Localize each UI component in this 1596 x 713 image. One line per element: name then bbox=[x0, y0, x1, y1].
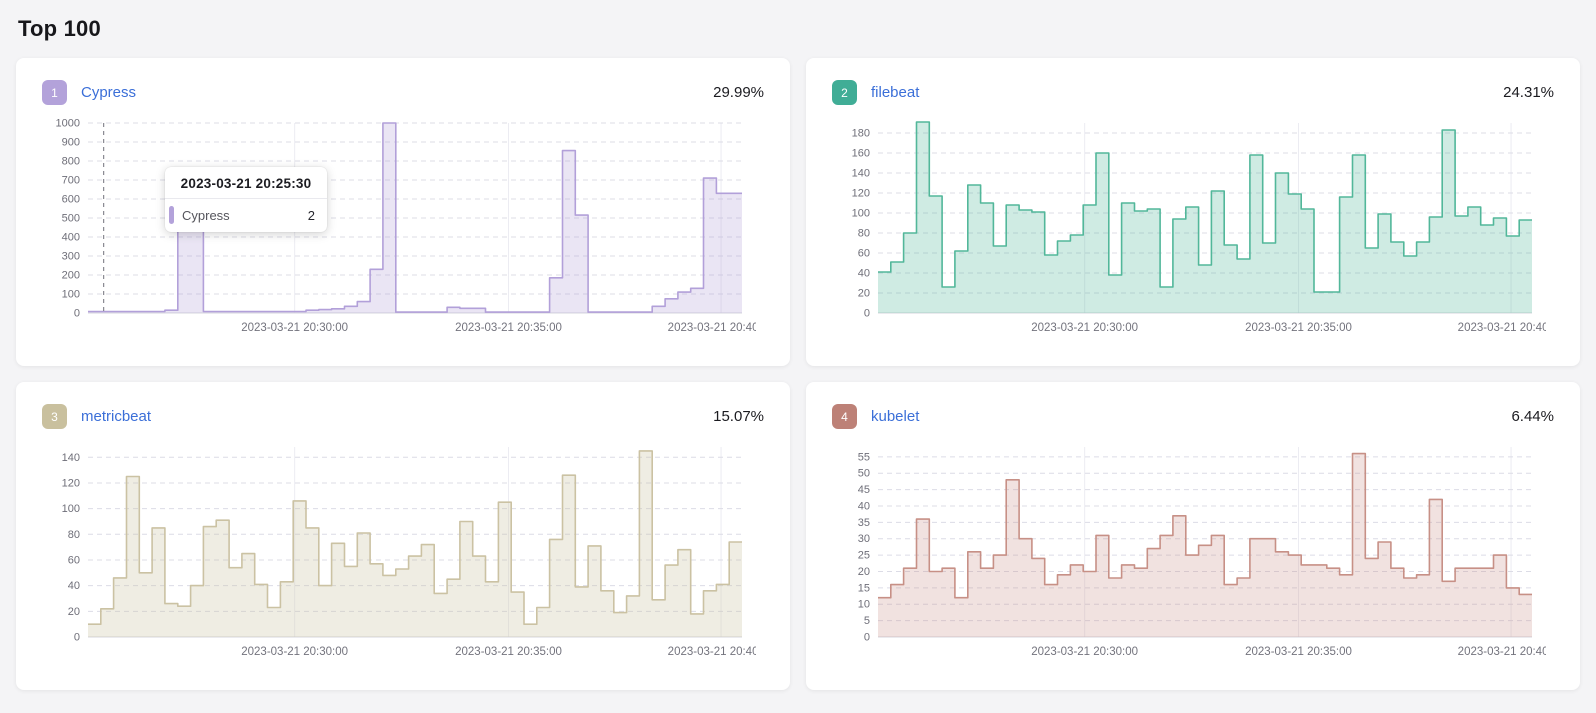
series-link-metricbeat[interactable]: metricbeat bbox=[81, 408, 152, 425]
svg-text:25: 25 bbox=[858, 550, 870, 562]
svg-text:0: 0 bbox=[864, 632, 870, 644]
rank-badge: 4 bbox=[832, 404, 857, 429]
svg-text:40: 40 bbox=[858, 500, 870, 512]
svg-text:160: 160 bbox=[852, 148, 870, 160]
kubelet-chart-svg[interactable]: 0 5 10 15 20 25 30 35 40 45 50 55 2023-03-21 20:30:0… bbox=[830, 439, 1546, 663]
svg-text:20: 20 bbox=[858, 566, 870, 578]
chart-area[interactable]: 0 5 10 15 20 25 30 35 40 45 50 55 2023-03-21 20:30:0… bbox=[830, 439, 1556, 663]
tooltip-timestamp: 2023-03-21 20:25:30 bbox=[165, 174, 327, 199]
svg-text:200: 200 bbox=[62, 270, 80, 282]
chart-area[interactable]: 0 20 40 60 80 100 120 140 2023-03-21 20:30:00 202… bbox=[40, 439, 766, 663]
svg-text:2023-03-21 20:30:00: 2023-03-21 20:30:00 bbox=[241, 322, 348, 334]
tooltip-series-row: Cypress 2 bbox=[165, 199, 327, 226]
svg-text:100: 100 bbox=[852, 208, 870, 220]
svg-text:140: 140 bbox=[852, 168, 870, 180]
rank-badge: 3 bbox=[42, 404, 67, 429]
svg-text:20: 20 bbox=[68, 606, 80, 618]
percent-value: 24.31% bbox=[1503, 84, 1554, 101]
svg-text:900: 900 bbox=[62, 137, 80, 149]
metricbeat-chart-svg[interactable]: 0 20 40 60 80 100 120 140 2023-03-21 20:30:00 202… bbox=[40, 439, 756, 663]
tooltip-series-name: Cypress bbox=[182, 207, 230, 223]
svg-text:100: 100 bbox=[62, 503, 80, 515]
svg-text:180: 180 bbox=[852, 128, 870, 140]
chart-area[interactable]: 0 100 200 300 400 500 600 700 800 900 1000 2023-03-… bbox=[40, 115, 766, 339]
svg-text:500: 500 bbox=[62, 213, 80, 225]
svg-text:80: 80 bbox=[68, 529, 80, 541]
card-header: 2 filebeat 24.31% bbox=[832, 80, 1554, 105]
svg-text:600: 600 bbox=[62, 194, 80, 206]
svg-text:5: 5 bbox=[864, 615, 870, 627]
card-header: 1 Cypress 29.99% bbox=[42, 80, 764, 105]
svg-text:800: 800 bbox=[62, 156, 80, 168]
page-title: Top 100 bbox=[18, 16, 101, 41]
svg-text:0: 0 bbox=[74, 632, 80, 644]
svg-text:2023-03-21 20:30:00: 2023-03-21 20:30:00 bbox=[241, 646, 348, 658]
card-header: 3 metricbeat 15.07% bbox=[42, 404, 764, 429]
percent-value: 29.99% bbox=[713, 84, 764, 101]
svg-text:55: 55 bbox=[858, 451, 870, 463]
svg-text:2023-03-21 20:40:00: 2023-03-21 20:40:00 bbox=[1458, 322, 1546, 334]
svg-text:40: 40 bbox=[858, 268, 870, 280]
tooltip-series-value: 2 bbox=[307, 207, 315, 223]
series-link-filebeat[interactable]: filebeat bbox=[871, 84, 920, 101]
svg-text:2023-03-21 20:35:00: 2023-03-21 20:35:00 bbox=[1245, 646, 1352, 658]
svg-text:10: 10 bbox=[858, 599, 870, 611]
svg-text:2023-03-21 20:30:00: 2023-03-21 20:30:00 bbox=[1031, 322, 1138, 334]
card-header: 4 kubelet 6.44% bbox=[832, 404, 1554, 429]
chart-tooltip: 2023-03-21 20:25:30 Cypress 2 bbox=[165, 167, 327, 232]
svg-text:40: 40 bbox=[68, 580, 80, 592]
svg-text:20: 20 bbox=[858, 288, 870, 300]
svg-text:2023-03-21 20:40:00: 2023-03-21 20:40:00 bbox=[668, 322, 756, 334]
percent-value: 15.07% bbox=[713, 408, 764, 425]
svg-text:1000: 1000 bbox=[56, 118, 80, 130]
rank-badge: 1 bbox=[42, 80, 67, 105]
svg-text:15: 15 bbox=[858, 582, 870, 594]
svg-text:45: 45 bbox=[858, 484, 870, 496]
svg-text:140: 140 bbox=[62, 452, 80, 464]
svg-text:60: 60 bbox=[858, 248, 870, 260]
svg-text:2023-03-21 20:40:00: 2023-03-21 20:40:00 bbox=[668, 646, 756, 658]
svg-text:35: 35 bbox=[858, 517, 870, 529]
chart-card-metricbeat: 3 metricbeat 15.07% 0 20 40 60 80 100 120 140 20… bbox=[16, 382, 790, 690]
svg-text:0: 0 bbox=[864, 308, 870, 320]
svg-text:120: 120 bbox=[62, 477, 80, 489]
svg-text:30: 30 bbox=[858, 533, 870, 545]
svg-text:300: 300 bbox=[62, 251, 80, 263]
chart-card-cypress: 1 Cypress 29.99% 0 100 200 300 400 500 600 700 8… bbox=[16, 58, 790, 366]
series-link-cypress[interactable]: Cypress bbox=[81, 84, 137, 101]
svg-text:700: 700 bbox=[62, 175, 80, 187]
svg-text:100: 100 bbox=[62, 289, 80, 301]
svg-text:2023-03-21 20:40:00: 2023-03-21 20:40:00 bbox=[1458, 646, 1546, 658]
chart-card-filebeat: 2 filebeat 24.31% 0 20 40 60 80 100 120 140 160 1… bbox=[806, 58, 1580, 366]
svg-text:2023-03-21 20:30:00: 2023-03-21 20:30:00 bbox=[1031, 646, 1138, 658]
filebeat-chart-svg[interactable]: 0 20 40 60 80 100 120 140 160 180 2023-03-21 20:30… bbox=[830, 115, 1546, 339]
percent-value: 6.44% bbox=[1511, 408, 1554, 425]
svg-text:400: 400 bbox=[62, 232, 80, 244]
cypress-chart-svg[interactable]: 0 100 200 300 400 500 600 700 800 900 1000 2023-03-… bbox=[40, 115, 756, 339]
svg-text:2023-03-21 20:35:00: 2023-03-21 20:35:00 bbox=[455, 646, 562, 658]
charts-grid: 1 Cypress 29.99% 0 100 200 300 400 500 600 700 8… bbox=[16, 58, 1580, 690]
svg-text:2023-03-21 20:35:00: 2023-03-21 20:35:00 bbox=[1245, 322, 1352, 334]
series-link-kubelet[interactable]: kubelet bbox=[871, 408, 920, 425]
rank-badge: 2 bbox=[832, 80, 857, 105]
svg-text:50: 50 bbox=[858, 468, 870, 480]
svg-text:80: 80 bbox=[858, 228, 870, 240]
svg-text:60: 60 bbox=[68, 554, 80, 566]
chart-area[interactable]: 0 20 40 60 80 100 120 140 160 180 2023-03-21 20:30… bbox=[830, 115, 1556, 339]
svg-text:2023-03-21 20:35:00: 2023-03-21 20:35:00 bbox=[455, 322, 562, 334]
svg-text:120: 120 bbox=[852, 188, 870, 200]
series-color-chip bbox=[169, 206, 174, 224]
svg-text:0: 0 bbox=[74, 308, 80, 320]
chart-card-kubelet: 4 kubelet 6.44% 0 5 10 15 20 25 30 35 40 45 50 55 20… bbox=[806, 382, 1580, 690]
